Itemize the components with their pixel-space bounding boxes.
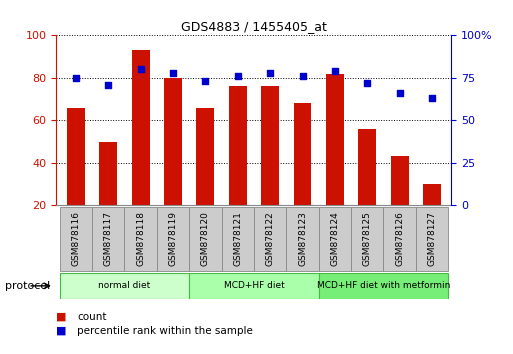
Text: MCD+HF diet: MCD+HF diet (224, 281, 284, 290)
Point (136, 67, 145, 72)
Bar (391, 156, 408, 205)
Bar (326, 74, 344, 205)
Text: GSM878127: GSM878127 (427, 211, 437, 267)
FancyBboxPatch shape (383, 207, 416, 271)
FancyBboxPatch shape (319, 207, 351, 271)
FancyBboxPatch shape (157, 207, 189, 271)
Point (396, 90, 404, 96)
Bar (229, 86, 247, 205)
FancyBboxPatch shape (189, 207, 222, 271)
Title: GDS4883 / 1455405_at: GDS4883 / 1455405_at (181, 20, 327, 33)
FancyBboxPatch shape (351, 207, 383, 271)
Text: GSM878125: GSM878125 (363, 211, 372, 267)
Text: GSM878123: GSM878123 (298, 211, 307, 267)
Point (363, 80, 371, 86)
Text: count: count (77, 312, 107, 322)
Bar (100, 142, 117, 205)
Text: ■: ■ (56, 312, 67, 322)
Bar (359, 129, 376, 205)
Point (201, 79, 209, 84)
Point (104, 82, 112, 87)
Text: normal diet: normal diet (98, 281, 150, 290)
Point (266, 70, 274, 76)
Bar (164, 78, 182, 205)
FancyBboxPatch shape (319, 273, 448, 299)
Bar (423, 184, 441, 205)
FancyBboxPatch shape (222, 207, 254, 271)
Text: GSM878116: GSM878116 (71, 211, 81, 267)
Text: GSM878122: GSM878122 (266, 212, 274, 266)
Text: GSM878120: GSM878120 (201, 211, 210, 267)
FancyBboxPatch shape (60, 273, 189, 299)
Bar (293, 103, 311, 205)
Point (428, 96, 436, 101)
FancyBboxPatch shape (189, 273, 319, 299)
Text: GSM878118: GSM878118 (136, 211, 145, 267)
Bar (132, 50, 149, 205)
Bar (196, 108, 214, 205)
FancyBboxPatch shape (125, 207, 157, 271)
Text: MCD+HF diet with metformin: MCD+HF diet with metformin (317, 281, 450, 290)
FancyBboxPatch shape (286, 207, 319, 271)
Text: ■: ■ (56, 326, 67, 336)
Text: GSM878121: GSM878121 (233, 211, 242, 267)
Point (233, 73, 242, 79)
Point (169, 70, 177, 76)
FancyBboxPatch shape (92, 207, 125, 271)
Point (72, 75, 80, 81)
Text: protocol: protocol (5, 281, 50, 291)
Point (299, 73, 307, 79)
Text: percentile rank within the sample: percentile rank within the sample (77, 326, 253, 336)
Text: GSM878126: GSM878126 (395, 211, 404, 267)
Text: GSM878119: GSM878119 (168, 211, 177, 267)
Bar (67, 108, 85, 205)
Point (331, 68, 339, 74)
Text: GSM878124: GSM878124 (330, 212, 340, 266)
FancyBboxPatch shape (416, 207, 448, 271)
FancyBboxPatch shape (60, 207, 92, 271)
Bar (261, 86, 279, 205)
FancyBboxPatch shape (254, 207, 286, 271)
Text: GSM878117: GSM878117 (104, 211, 113, 267)
